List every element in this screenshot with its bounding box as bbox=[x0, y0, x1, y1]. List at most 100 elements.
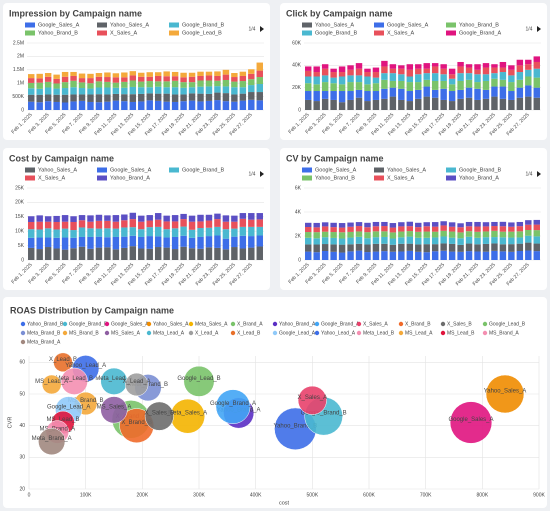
bar-segment bbox=[398, 222, 405, 227]
bar-segment bbox=[372, 237, 380, 244]
bar-segment bbox=[415, 74, 422, 83]
bubble[interactable] bbox=[38, 427, 66, 456]
bar-segment bbox=[423, 68, 430, 74]
bar-segment bbox=[180, 94, 187, 102]
bar-segment bbox=[104, 237, 111, 248]
bar-segment bbox=[28, 88, 35, 95]
bubble-label: X_Brand_B bbox=[121, 420, 152, 426]
bar-segment bbox=[305, 222, 312, 227]
bubble[interactable] bbox=[144, 401, 174, 431]
bubble[interactable] bbox=[60, 367, 88, 395]
bubble[interactable] bbox=[183, 365, 215, 397]
bar-segment bbox=[431, 226, 439, 232]
bar-segment bbox=[313, 66, 320, 73]
bar-segment bbox=[415, 68, 422, 75]
bubble[interactable] bbox=[485, 374, 525, 414]
bar-segment bbox=[138, 229, 145, 237]
bar-segment bbox=[112, 93, 120, 101]
bar-segment bbox=[338, 223, 346, 228]
bar-segment bbox=[222, 93, 230, 102]
bar-segment bbox=[146, 72, 153, 77]
bar-segment bbox=[53, 101, 60, 110]
bubble[interactable] bbox=[100, 396, 128, 424]
legend-swatch bbox=[482, 330, 488, 336]
legend-swatch bbox=[97, 175, 107, 181]
bar-segment bbox=[78, 227, 86, 237]
bar-segment bbox=[163, 101, 170, 110]
bubble[interactable] bbox=[215, 389, 251, 425]
bar-segment bbox=[129, 71, 137, 76]
bar-segment bbox=[364, 222, 371, 228]
bar-segment bbox=[138, 93, 145, 102]
legend-swatch bbox=[356, 321, 362, 327]
bar-segment bbox=[205, 71, 213, 76]
bar-segment bbox=[474, 69, 481, 75]
legend-swatch bbox=[374, 30, 384, 36]
bar-segment bbox=[330, 72, 337, 78]
bar-segment bbox=[389, 80, 397, 88]
chart-title: Impression by Campaign name bbox=[9, 8, 142, 18]
bar-segment bbox=[214, 213, 221, 220]
legend-next[interactable] bbox=[537, 26, 541, 32]
legend-label: Google_Brand_B bbox=[315, 30, 358, 36]
bubble[interactable] bbox=[53, 352, 73, 373]
bar-segment bbox=[112, 236, 120, 250]
bar-segment bbox=[231, 77, 238, 82]
bar-segment bbox=[321, 222, 329, 227]
bar-segment bbox=[121, 87, 128, 95]
legend-next[interactable] bbox=[537, 171, 541, 177]
bar-segment bbox=[372, 251, 380, 260]
bar-segment bbox=[533, 251, 540, 260]
bar-segment bbox=[154, 100, 162, 110]
bar-segment bbox=[398, 226, 405, 232]
bar-segment bbox=[415, 244, 422, 252]
bar-segment bbox=[355, 97, 363, 110]
bar-segment bbox=[423, 222, 430, 227]
bar-segment bbox=[525, 242, 532, 251]
legend-swatch bbox=[25, 22, 35, 28]
chart-title: Click by Campaign name bbox=[286, 8, 393, 18]
y-tick-label: 6K bbox=[295, 185, 302, 191]
bar-segment bbox=[197, 71, 204, 76]
y-tick-label: 1M bbox=[17, 81, 24, 87]
legend-next[interactable] bbox=[260, 26, 264, 32]
bubble-label: MS_Lead_A bbox=[35, 379, 68, 385]
bar-segment bbox=[431, 222, 439, 227]
bar-segment bbox=[78, 220, 86, 228]
bubble[interactable] bbox=[41, 374, 62, 395]
bar-segment bbox=[188, 229, 196, 238]
bar-segment bbox=[70, 94, 77, 102]
bubble[interactable] bbox=[297, 385, 327, 415]
bar-segment bbox=[525, 230, 532, 236]
bar-segment bbox=[465, 251, 473, 260]
bar-segment bbox=[516, 226, 524, 232]
bar-segment bbox=[256, 100, 263, 110]
bar-segment bbox=[423, 79, 430, 87]
bubble-label: Meta_Lead_B bbox=[56, 376, 93, 382]
bar-segment bbox=[482, 63, 490, 68]
bar-segment bbox=[474, 74, 481, 83]
bar-segment bbox=[330, 99, 337, 110]
bar-segment bbox=[372, 99, 380, 110]
bar-segment bbox=[482, 80, 490, 90]
legend-label: Yahoo_Brand_B bbox=[38, 30, 78, 36]
bubble[interactable] bbox=[449, 401, 493, 444]
y-tick-label: 0 bbox=[298, 107, 301, 113]
bar-segment bbox=[205, 80, 213, 87]
bar-segment bbox=[197, 248, 204, 260]
bar-segment bbox=[239, 218, 247, 227]
bubble[interactable] bbox=[125, 372, 149, 397]
bar-segment bbox=[330, 251, 337, 260]
bar-segment bbox=[491, 64, 498, 68]
bar-segment bbox=[355, 82, 363, 90]
bar-segment bbox=[222, 74, 230, 80]
bar-segment bbox=[171, 80, 179, 88]
bar-segment bbox=[222, 238, 230, 250]
legend-swatch bbox=[272, 321, 278, 327]
bubble-label: Yahoo_Lead_A bbox=[65, 363, 106, 369]
bar-segment bbox=[474, 221, 481, 227]
bar-segment bbox=[146, 93, 153, 101]
bar-segment bbox=[440, 230, 447, 237]
legend-next[interactable] bbox=[260, 171, 264, 177]
bar-segment bbox=[163, 221, 170, 230]
